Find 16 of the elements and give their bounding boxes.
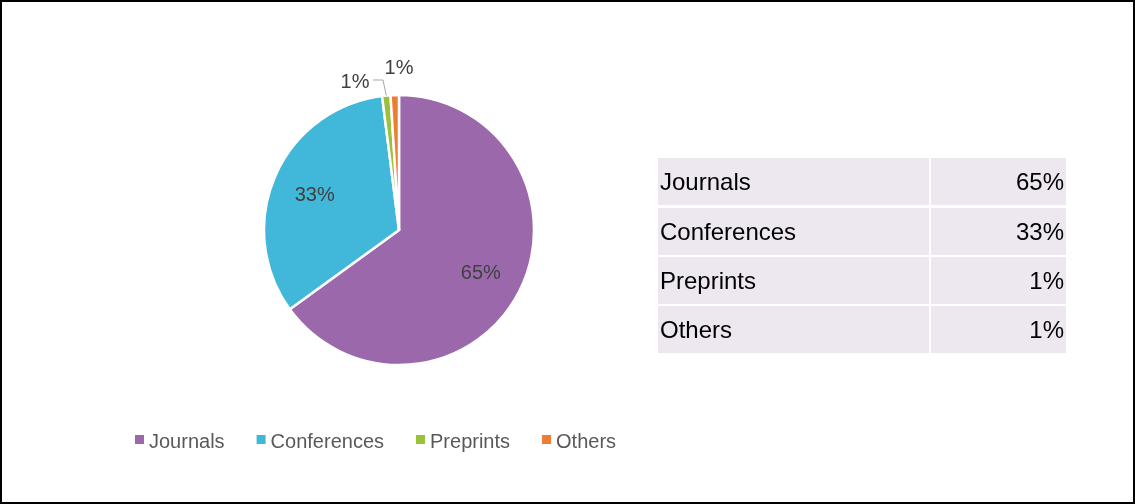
- text: 1%: [1029, 267, 1064, 294]
- category-label: Preprints: [660, 267, 757, 294]
- legend-label: Conferences: [270, 430, 385, 452]
- legend-label: Journals: [149, 430, 225, 452]
- data-label: 65%: [460, 260, 502, 283]
- category-label: Others: [660, 316, 733, 343]
- data-label: 33%: [294, 182, 335, 205]
- category-label: Conferences: [660, 218, 797, 245]
- text: 1%: [1029, 316, 1064, 343]
- data-label: 1%: [384, 56, 414, 78]
- legend-label: Others: [556, 430, 617, 452]
- text: 65%: [1015, 168, 1064, 195]
- text: 33%: [1015, 218, 1064, 245]
- data-label: 1%: [340, 70, 370, 92]
- legend-label: Preprints: [430, 430, 511, 452]
- category-label: Journals: [660, 168, 751, 195]
